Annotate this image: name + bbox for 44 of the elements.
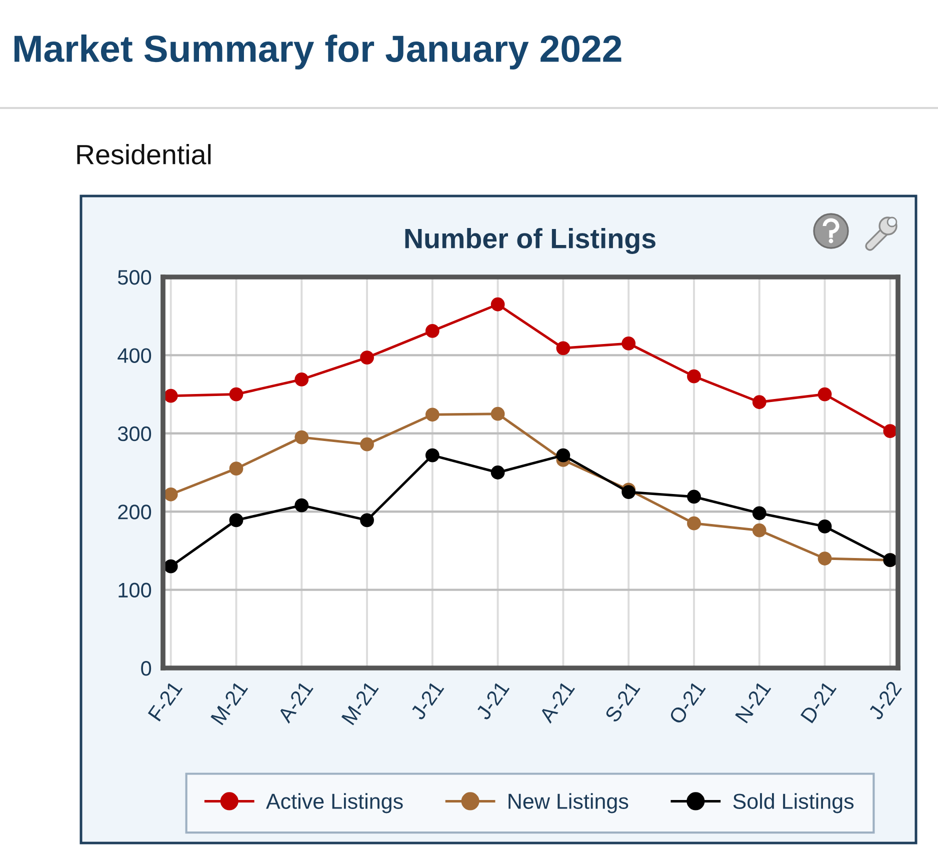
point [622, 336, 636, 350]
y-tick-label: 500 [118, 270, 152, 285]
point [687, 516, 701, 530]
y-tick-label: 300 [118, 426, 152, 442]
point [622, 485, 636, 499]
point [883, 424, 898, 438]
point [818, 520, 832, 534]
point [752, 523, 766, 538]
point [490, 466, 505, 480]
chart-title: Number of Listings [405, 228, 656, 254]
legend-label: New Listings [508, 793, 628, 814]
point [752, 395, 766, 410]
point [818, 552, 832, 566]
point [490, 297, 505, 312]
point [229, 513, 244, 528]
point [556, 341, 570, 356]
point [490, 406, 505, 421]
y-tick-label: 200 [118, 504, 152, 520]
point [294, 372, 309, 386]
point [687, 490, 701, 504]
point [294, 430, 309, 444]
point [752, 506, 766, 520]
text: Residential [77, 144, 211, 164]
legend-label: Sold Listings [733, 793, 854, 814]
point [164, 388, 178, 403]
point [360, 513, 374, 528]
point [425, 408, 440, 422]
y-tick-label: 100 [118, 582, 152, 598]
point [164, 559, 178, 574]
point [229, 462, 244, 476]
point [687, 369, 701, 384]
point [425, 448, 440, 462]
point [818, 387, 832, 402]
point [164, 487, 178, 502]
text: Market Summary for January 2022 [14, 34, 622, 70]
y-tick-label: 0 [141, 661, 152, 676]
point [294, 498, 309, 512]
legend-label: Active Listings [266, 793, 403, 814]
point [360, 437, 374, 452]
y-tick-label: 400 [118, 348, 152, 363]
point [360, 350, 374, 364]
point [425, 324, 440, 338]
point [229, 387, 244, 402]
point [556, 448, 570, 462]
